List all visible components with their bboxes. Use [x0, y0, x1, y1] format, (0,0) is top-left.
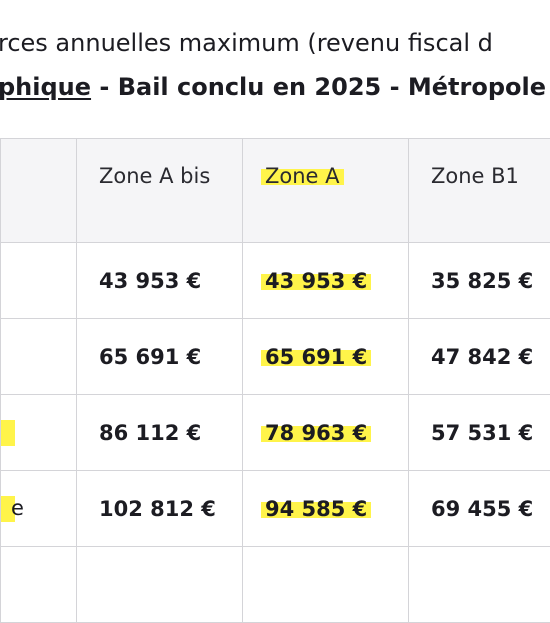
table-row-cut-off [1, 547, 550, 623]
value-zone-a: 43 953 € [243, 243, 409, 319]
table-header-row: / Zone A bis Zone A Zone B1 [1, 139, 550, 243]
income-ceiling-table: / Zone A bis Zone A Zone B1 43 953 € 43 … [0, 138, 550, 623]
value-zone-a-bis: 65 691 € [77, 319, 243, 395]
value-zone-a-bis: 86 112 € [77, 395, 243, 471]
value-zone-b1: 57 531 € [409, 395, 550, 471]
row-label: e [1, 471, 77, 547]
value-zone-a: 94 585 € [243, 471, 409, 547]
highlight-fragment [1, 420, 15, 446]
value-zone-b1: 35 825 € [409, 243, 550, 319]
header-zone-a-bis: Zone A bis [77, 139, 243, 243]
table-caption: rces annuelles maximum (revenu fiscal d … [0, 28, 550, 102]
header-zone-b1: Zone B1 [409, 139, 550, 243]
caption-line-2-rest: - Bail conclu en 2025 - Métropole [91, 73, 546, 101]
table-row: e 102 812 € 94 585 € 69 455 € [1, 471, 550, 547]
row-label [1, 319, 77, 395]
caption-underlined-word: phique [0, 73, 91, 101]
value-zone-a-bis: 43 953 € [77, 243, 243, 319]
value-zone-a-bis: 102 812 € [77, 471, 243, 547]
row-label [1, 243, 77, 319]
header-zone-a: Zone A [243, 139, 409, 243]
caption-line-2: phique - Bail conclu en 2025 - Métropole [0, 72, 550, 102]
table-row: 65 691 € 65 691 € 47 842 € [1, 319, 550, 395]
table-row: 43 953 € 43 953 € 35 825 € [1, 243, 550, 319]
value-zone-a: 78 963 € [243, 395, 409, 471]
value-zone-b1: 47 842 € [409, 319, 550, 395]
table-row: 86 112 € 78 963 € 57 531 € [1, 395, 550, 471]
caption-line-1: rces annuelles maximum (revenu fiscal d [0, 28, 550, 58]
value-zone-a: 65 691 € [243, 319, 409, 395]
value-zone-b1: 69 455 € [409, 471, 550, 547]
header-cell-first: / [1, 139, 77, 243]
row-label [1, 395, 77, 471]
